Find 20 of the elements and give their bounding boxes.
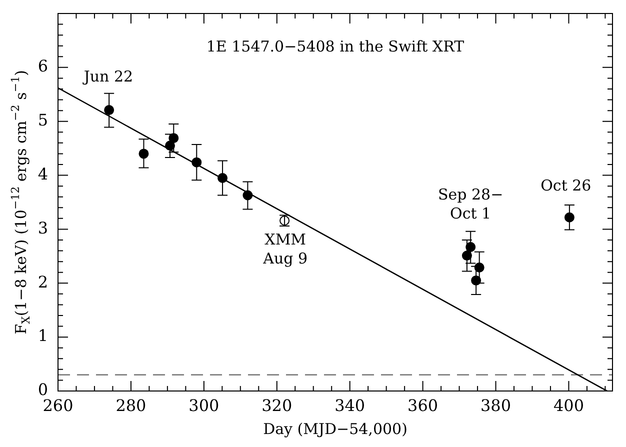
annotation: Sep 28− Oct 1 xyxy=(438,185,504,222)
y-tick-label: 6 xyxy=(38,56,48,76)
x-tick-label: 280 xyxy=(116,396,146,416)
x-tick-label: 320 xyxy=(262,396,292,416)
y-tick-label: 3 xyxy=(38,218,48,238)
x-tick-label: 340 xyxy=(334,396,366,416)
annotation: Oct 26 xyxy=(540,176,592,194)
x-tick-label: 400 xyxy=(553,396,584,416)
annotation: XMM Aug 9 xyxy=(262,230,308,268)
annotation: Jun 22 xyxy=(82,68,134,86)
y-tick-label: 1 xyxy=(38,326,48,346)
y-tick-label: 5 xyxy=(38,110,48,130)
x-tick-label: 300 xyxy=(188,396,220,416)
text: 1E 1547.0−5408 in the Swift XRT xyxy=(206,37,464,56)
text: FX(1−8 keV) (10−12 ergs cm−2 s−1) xyxy=(8,70,32,334)
y-tick-label: 4 xyxy=(38,164,48,184)
y-tick-label: 2 xyxy=(38,272,48,292)
x-tick-label: 380 xyxy=(480,396,512,416)
x-tick-label: 360 xyxy=(408,396,438,416)
x-axis-title: Day (MJD−54,000) xyxy=(263,420,408,438)
